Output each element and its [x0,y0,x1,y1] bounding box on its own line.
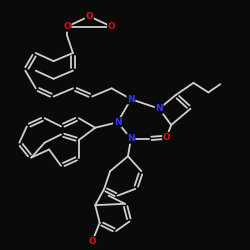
Text: N: N [156,104,163,113]
Text: N: N [127,134,135,143]
Text: N: N [127,95,135,104]
Text: O: O [63,22,71,31]
Text: N: N [114,118,121,127]
Text: O: O [86,12,93,21]
Text: O: O [108,22,116,31]
Text: O: O [88,237,96,246]
Text: O: O [163,133,170,142]
